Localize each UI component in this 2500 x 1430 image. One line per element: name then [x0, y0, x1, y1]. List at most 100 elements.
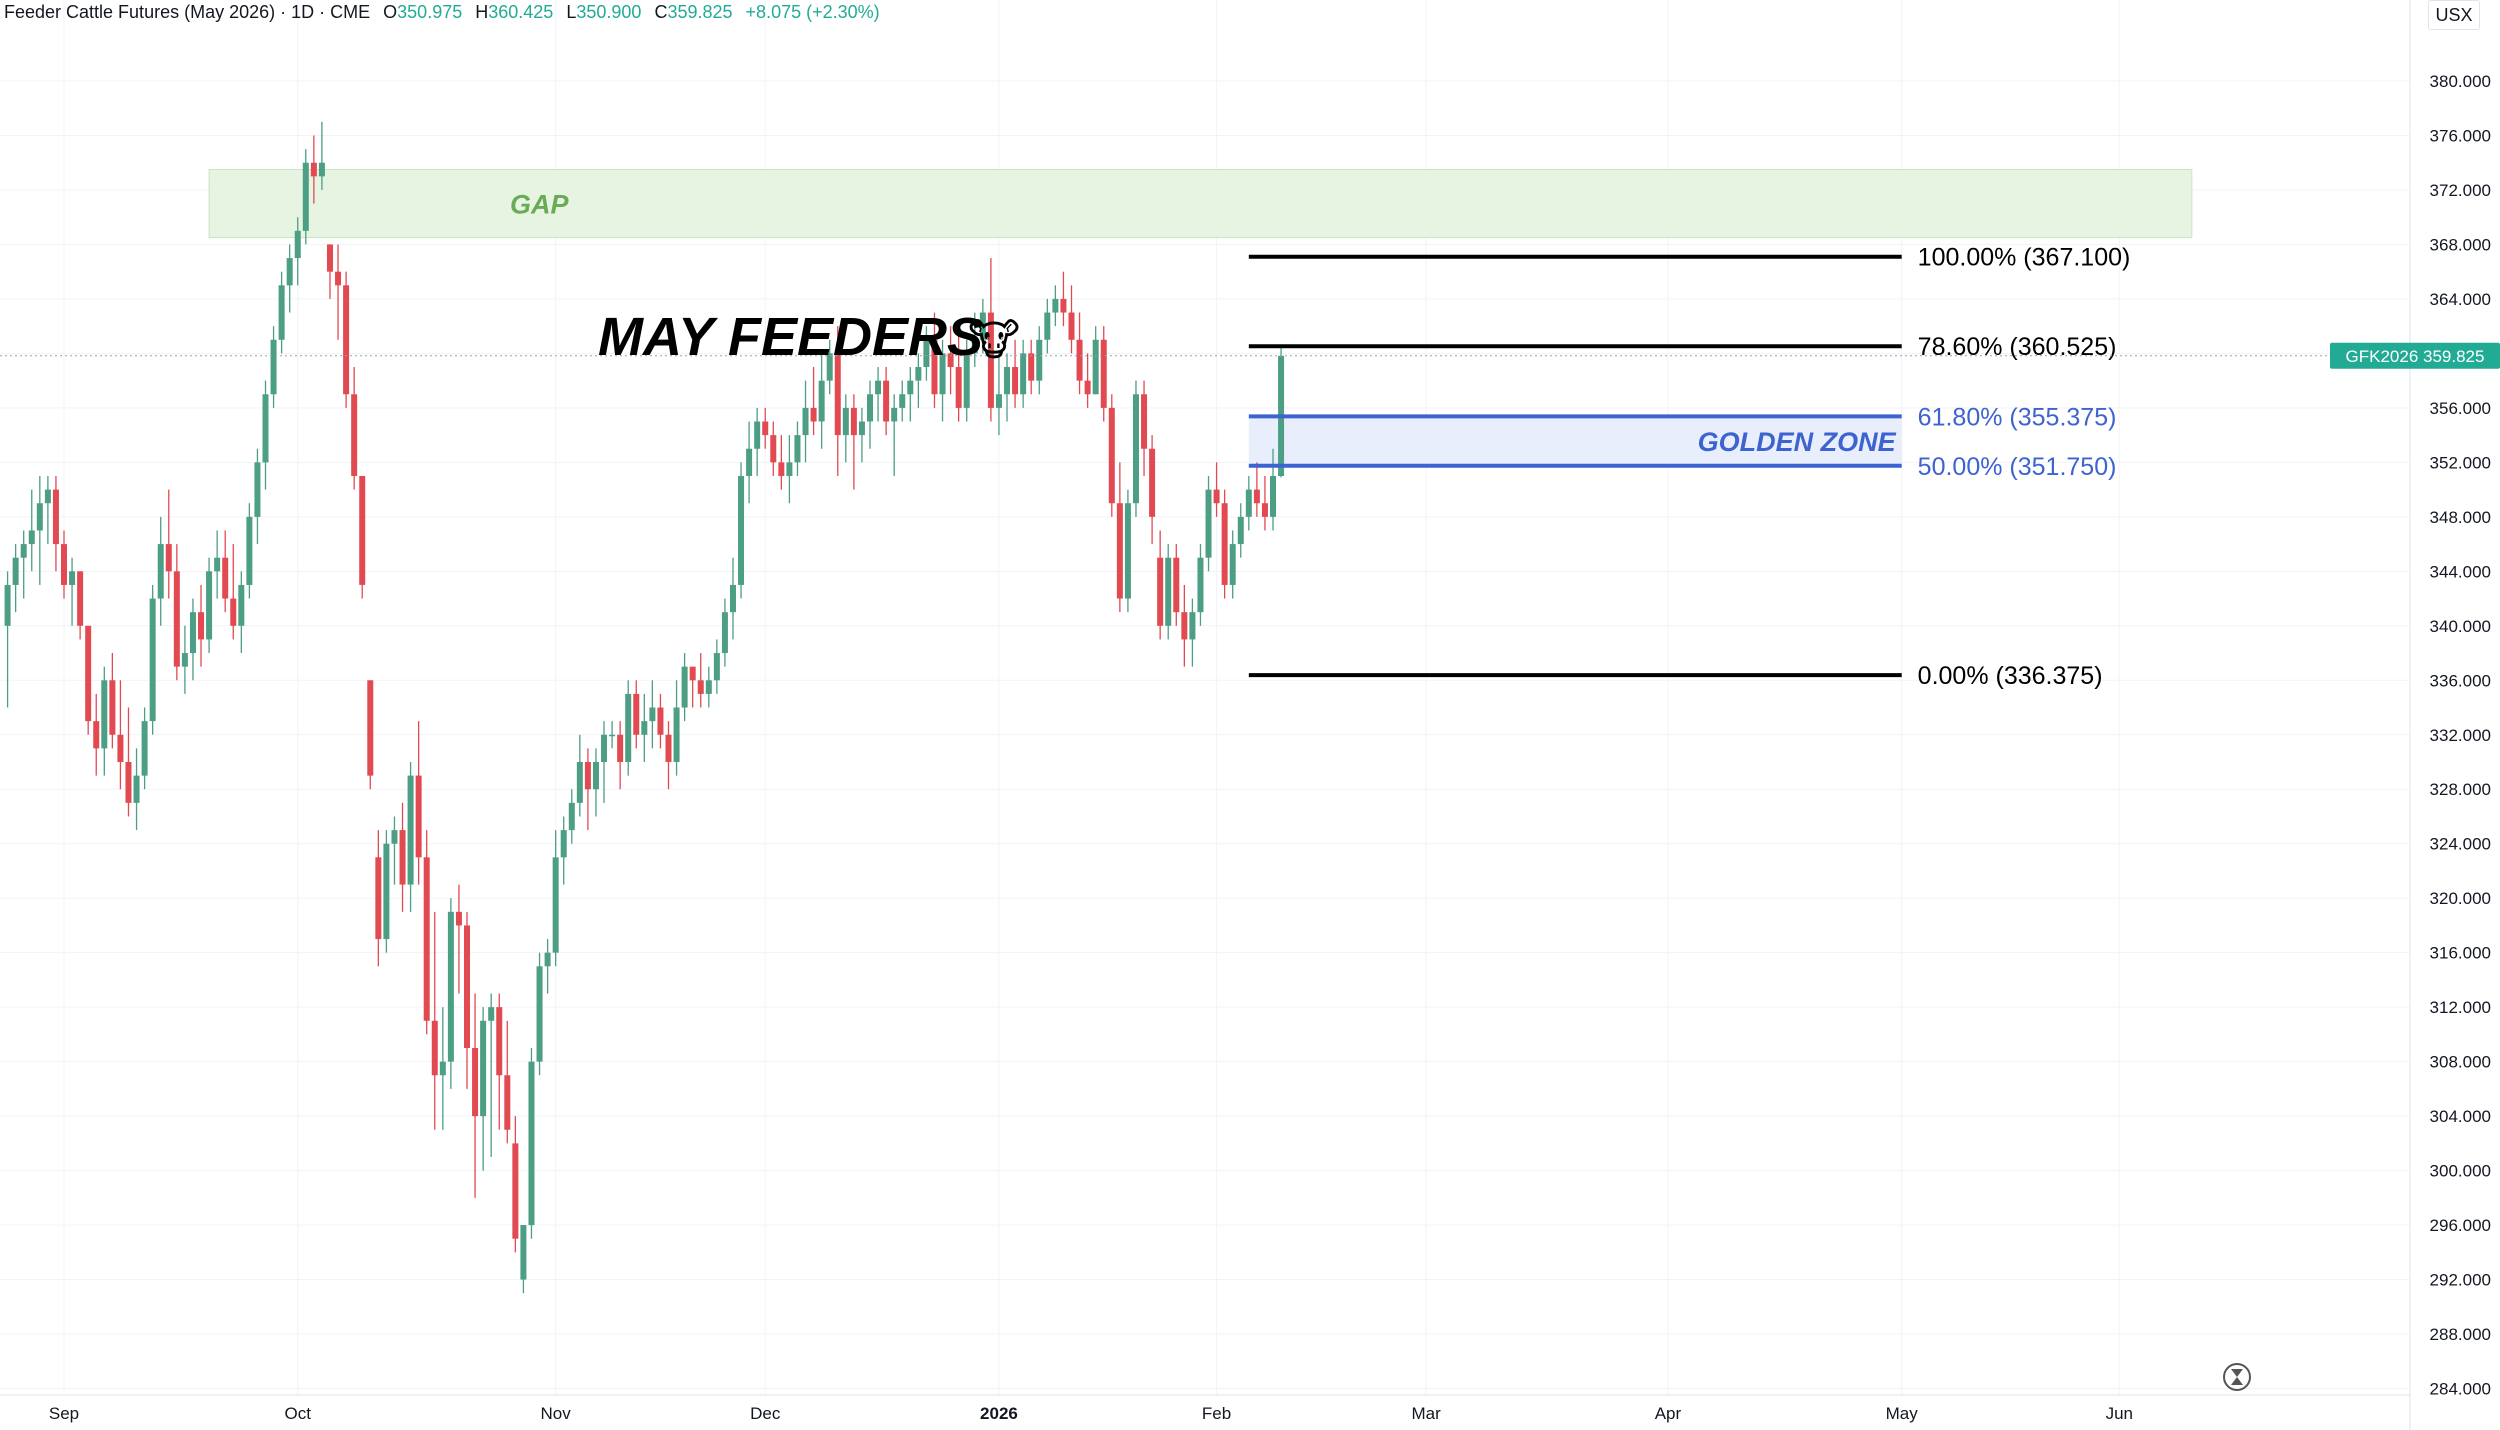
- candle-body: [794, 435, 801, 463]
- candle: [125, 707, 132, 817]
- candle: [633, 680, 640, 749]
- currency-badge[interactable]: USX: [2428, 0, 2480, 30]
- candle-body: [762, 421, 769, 436]
- candle-body: [1237, 516, 1244, 545]
- time-axis-label: Feb: [1202, 1404, 1231, 1423]
- candle: [963, 339, 970, 422]
- candle: [1205, 475, 1212, 572]
- candle: [907, 367, 914, 422]
- candle-body: [278, 285, 285, 340]
- time-axis-label: Sep: [49, 1404, 79, 1423]
- candle: [278, 271, 285, 354]
- candle: [165, 489, 172, 599]
- candle: [762, 407, 769, 449]
- candle: [61, 530, 67, 599]
- candle-body: [931, 339, 938, 395]
- candle-body: [351, 394, 358, 476]
- candle-body: [423, 857, 430, 1021]
- reset-view-icon[interactable]: [2223, 1363, 2251, 1391]
- candle: [214, 530, 221, 599]
- candle: [738, 462, 745, 599]
- price-axis-label: 372.000: [2430, 181, 2491, 200]
- candle: [69, 557, 76, 626]
- candle-body: [391, 830, 398, 844]
- candle-body: [1108, 407, 1115, 504]
- candle-body: [52, 489, 59, 545]
- candle: [657, 693, 664, 749]
- candle-body: [802, 407, 809, 436]
- candle-body: [641, 721, 648, 735]
- candle-body: [633, 693, 640, 735]
- candle-body: [786, 462, 793, 476]
- time-axis-label: Jun: [2106, 1404, 2133, 1423]
- candle-body: [302, 162, 309, 231]
- price-axis-label: 376.000: [2430, 126, 2491, 145]
- candle-body: [592, 762, 599, 790]
- candle-body: [4, 584, 11, 626]
- candle-body: [875, 380, 882, 395]
- candle: [923, 326, 930, 381]
- candle: [1020, 339, 1027, 408]
- candle-body: [842, 407, 849, 436]
- candle-body: [625, 693, 632, 762]
- symbol-header: Feeder Cattle Futures (May 2026) · 1D · …: [4, 2, 880, 23]
- candle-body: [1229, 544, 1236, 585]
- candle: [198, 584, 205, 667]
- candle-body: [310, 162, 317, 177]
- candle-body: [206, 571, 213, 640]
- candle: [181, 625, 188, 694]
- candle-body: [883, 380, 890, 422]
- open-value: 350.975: [397, 2, 463, 22]
- time-axis-label: 2026: [980, 1404, 1018, 1423]
- candle: [20, 530, 27, 599]
- candle: [891, 394, 898, 476]
- candle: [133, 748, 140, 831]
- candle-body: [818, 380, 825, 422]
- candle-body: [343, 285, 350, 395]
- candle-body: [1261, 503, 1268, 517]
- candle: [810, 367, 817, 436]
- price-axis-label: 304.000: [2430, 1107, 2491, 1126]
- candle: [1253, 462, 1260, 517]
- candle: [536, 952, 543, 1076]
- candle-body: [1149, 448, 1156, 517]
- candle: [617, 721, 624, 790]
- candle-body: [601, 734, 608, 762]
- candle-body: [254, 462, 261, 517]
- price-axis-label: 340.000: [2430, 617, 2491, 636]
- candle-body: [472, 1048, 479, 1117]
- time-axis-label: Apr: [1655, 1404, 1682, 1423]
- time-axis: Sep Oct Nov Dec 2026 Feb Mar Apr May Jun: [49, 1404, 2133, 1423]
- price-axis-label: 344.000: [2430, 562, 2491, 581]
- candle: [359, 475, 366, 599]
- candle: [754, 407, 761, 476]
- candle: [36, 475, 43, 585]
- candle: [1141, 380, 1148, 476]
- candle-body: [891, 407, 898, 422]
- candle-body: [729, 584, 736, 613]
- candle-body: [609, 734, 616, 737]
- candle: [746, 421, 753, 504]
- candle: [1044, 298, 1051, 354]
- candle: [931, 312, 938, 408]
- candle: [729, 557, 736, 640]
- candle: [1261, 475, 1268, 531]
- candle: [576, 734, 583, 817]
- candle-body: [673, 707, 680, 762]
- candle: [431, 911, 438, 1130]
- candle: [367, 680, 374, 790]
- candle-body: [455, 911, 462, 926]
- candle-body: [1076, 339, 1083, 381]
- candle-body: [85, 625, 92, 722]
- candle-body: [367, 680, 374, 776]
- high-value: 360.425: [488, 2, 554, 22]
- fib-level-label: 0.00% (336.375): [1918, 662, 2103, 690]
- candle: [778, 435, 785, 490]
- candle: [85, 625, 92, 735]
- candle: [222, 530, 229, 613]
- candle: [625, 680, 632, 776]
- price-axis-label: 368.000: [2430, 235, 2491, 254]
- fib-level-label: 50.00% (351.750): [1918, 453, 2117, 481]
- candle-body: [246, 516, 253, 585]
